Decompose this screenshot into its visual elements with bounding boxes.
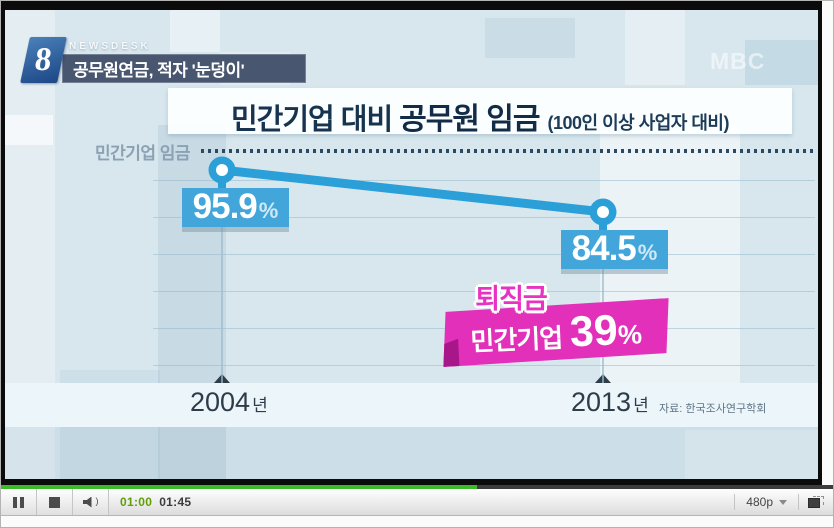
chevron-down-icon [779, 499, 787, 505]
mosaic-patch [170, 10, 220, 52]
value-box-2004: 95.9 % [182, 188, 289, 227]
callout-unit: % [617, 319, 643, 351]
source-credit: 자료: 한국조사연구학회 [659, 403, 767, 415]
x-label-2004: 2004 년 [190, 387, 268, 418]
year-suffix: 년 [252, 396, 268, 415]
pause-icon [13, 496, 24, 508]
quality-selector[interactable]: 480p [735, 489, 798, 515]
mosaic-patch [485, 18, 575, 58]
news-graphic: 8 NEWSDESK 공무원연금, 적자 '눈덩이' MBC 민간기업 대비 공… [5, 10, 818, 479]
separator [798, 494, 799, 510]
value-unit-2013: % [637, 240, 658, 265]
value-2004: 95.9 [192, 187, 258, 226]
value-unit-2004: % [258, 198, 279, 223]
year-number: 2004 [190, 387, 251, 417]
separator [734, 494, 736, 510]
time-current: 01:00 [120, 495, 153, 509]
video-viewport: 8 NEWSDESK 공무원연금, 적자 '눈덩이' MBC 민간기업 대비 공… [1, 1, 822, 485]
reference-line-label: 민간기업 임금 [95, 144, 191, 163]
mosaic-patch [745, 40, 818, 85]
mosaic-patch [5, 427, 818, 479]
headline-text: 공무원연금, 적자 '눈덩이' [73, 61, 245, 80]
speaker-icon: ) [82, 496, 99, 508]
x-label-2013: 2013 년 [571, 387, 649, 418]
year-number: 2013 [571, 387, 632, 417]
stop-button[interactable] [37, 489, 73, 515]
x-axis-strip [5, 383, 818, 427]
program-name: NEWSDESK [69, 41, 151, 52]
year-suffix: 년 [633, 396, 649, 415]
callout-title: 퇴직금 [475, 284, 548, 314]
pause-button[interactable] [1, 489, 37, 515]
control-bar-spacer [191, 489, 734, 515]
value-2013: 84.5 [571, 229, 637, 268]
headline-bar: 공무원연금, 적자 '눈덩이' [62, 54, 306, 83]
time-total: 01:45 [159, 495, 192, 509]
reference-dotted-line [201, 149, 815, 153]
chart-title-prefix: 민간기업 대비 [231, 104, 393, 136]
time-display: 01:00 01:45 [120, 489, 191, 515]
chart-title-band: 민간기업 대비 공무원 임금 (100인 이상 사업자 대비) [168, 88, 792, 136]
quality-label: 480p [746, 495, 773, 509]
value-box-2013: 84.5 % [561, 230, 668, 269]
mosaic-patch [5, 115, 53, 145]
mosaic-patch [685, 430, 818, 479]
chart-title-emphasis: 공무원 임금 [399, 103, 540, 136]
mbc-watermark: MBC [710, 48, 766, 74]
mosaic-patch [625, 10, 685, 85]
volume-button[interactable]: ) [73, 489, 109, 515]
fullscreen-button[interactable] [799, 489, 833, 515]
progress-fill [1, 485, 477, 489]
stop-icon [49, 496, 60, 508]
callout-label: 민간기업 [469, 322, 563, 357]
player-frame-bottom [1, 517, 833, 527]
fullscreen-icon [808, 496, 824, 508]
seek-bar[interactable] [1, 485, 833, 489]
newsdesk-badge-number: 8 [33, 41, 54, 78]
chart-title-note: (100인 이상 사업자 대비) [547, 113, 729, 133]
control-bar: ) 01:00 01:45 480p [1, 489, 833, 516]
